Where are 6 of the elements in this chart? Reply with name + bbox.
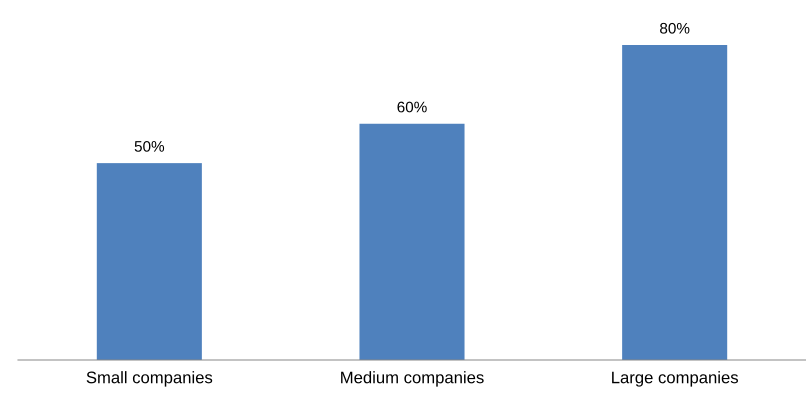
data-label: 80% — [660, 22, 690, 34]
data-label: 50% — [134, 140, 164, 152]
data-label: 60% — [397, 102, 427, 112]
x-tick-label: Medium companies — [341, 371, 484, 387]
x-tick-label: Small companies — [86, 371, 212, 387]
x-tick-label: Large companies — [612, 371, 738, 387]
